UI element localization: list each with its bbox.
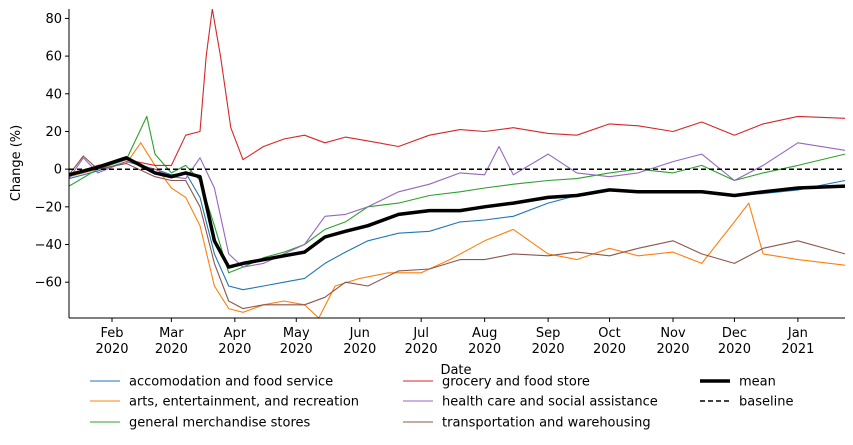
y-tick-label: 80 [45,12,62,27]
y-tick-label: −60 [35,276,62,291]
x-tick-label-year: 2020 [656,342,689,357]
x-tick-label-month: Oct [598,326,620,341]
x-tick-label-month: Jun [349,326,370,341]
legend: accomodation and food service arts, enter… [90,375,793,431]
x-tick-label-year: 2020 [343,342,376,357]
x-axis-label: Date [440,363,471,378]
x-tick-label-month: Mar [159,326,184,341]
legend-label-grocery-and-food-store: grocery and food store [442,375,590,390]
x-tick-label-year: 2020 [155,342,188,357]
x-tick-label-year: 2020 [95,342,128,357]
legend-label-transportation-and-warehousing: transportation and warehousing [442,416,651,431]
x-tick-label-month: Jan [787,326,808,341]
x-tick-label-year: 2020 [218,342,251,357]
series-line-arts-entertainment-and-recreation [69,142,845,318]
x-tick-label-month: Nov [660,326,686,341]
x-tick-label-month: Sep [536,326,561,341]
legend-label-health-care-and-social-assistance: health care and social assistance [442,395,658,410]
legend-label-baseline: baseline [739,395,793,410]
series-line-mean [69,156,845,269]
series-line-grocery-and-food-store [69,9,845,176]
series-line-general-merchandise-stores [69,115,845,274]
x-tick-label-year: 2020 [405,342,438,357]
legend-label-mean: mean [739,375,776,390]
x-tick-label-year: 2020 [532,342,565,357]
y-tick-label: 60 [45,50,62,65]
x-tick-label-year: 2020 [468,342,501,357]
legend-label-general-merchandise-stores: general merchandise stores [129,416,311,431]
x-tick-label-year: 2020 [718,342,751,357]
series-line-transportation-and-warehousing [69,155,845,310]
y-tick-label: 20 [45,125,62,140]
axes-layer: −60−40−20020406080Feb2020Mar2020Apr2020M… [35,9,845,357]
y-axis-label: Change (%) [9,125,24,201]
x-tick-label-month: Feb [100,326,123,341]
x-tick-label-month: May [283,326,310,341]
series-line-health-care-and-social-assistance [69,142,845,268]
y-tick-label: 0 [54,163,62,178]
x-tick-label-year: 2021 [781,342,814,357]
y-tick-label: −40 [35,238,62,253]
x-tick-label-month: Apr [224,326,247,341]
y-tick-label: 40 [45,87,62,102]
x-tick-label-month: Dec [722,326,747,341]
y-tick-label: −20 [35,200,62,215]
legend-label-accomodation-and-food-service: accomodation and food service [129,375,333,390]
x-tick-label-year: 2020 [593,342,626,357]
x-tick-label-month: Jul [412,326,429,341]
x-tick-label-year: 2020 [280,342,313,357]
series-layer [69,9,845,318]
x-tick-label-month: Aug [472,326,497,341]
legend-label-arts-entertainment-and-recreation: arts, entertainment, and recreation [129,395,359,410]
